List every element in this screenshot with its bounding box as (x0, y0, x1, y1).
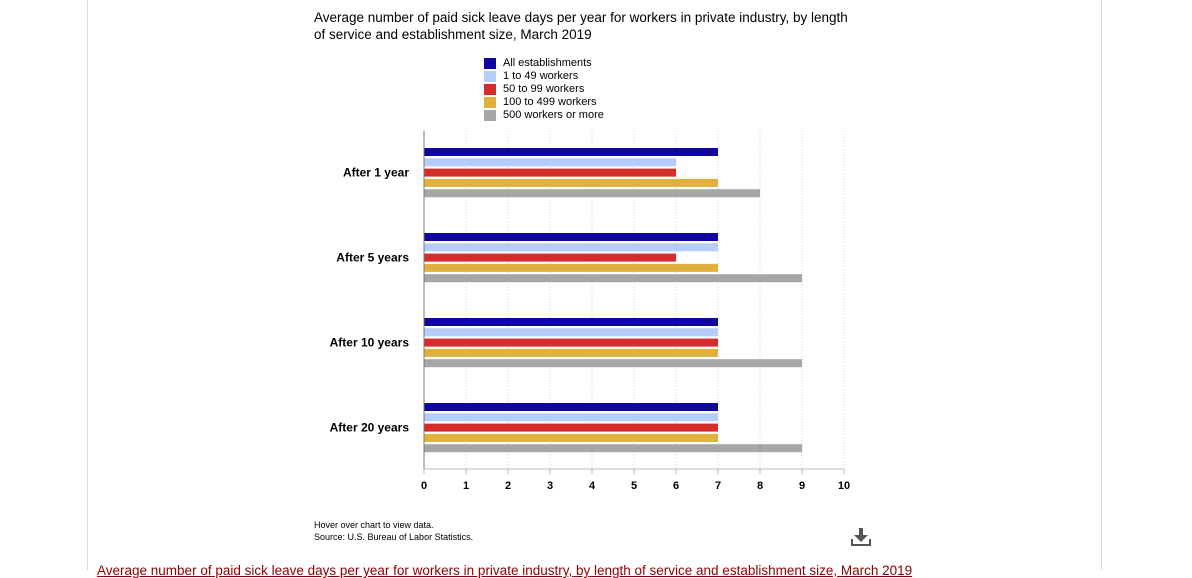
legend-swatch (484, 58, 496, 69)
x-tick-label: 4 (589, 480, 596, 492)
legend-swatch (484, 97, 496, 108)
legend-item[interactable]: 50 to 99 workers (484, 83, 604, 96)
content-border-left (87, 0, 88, 570)
bar[interactable] (424, 433, 718, 442)
x-tick-label: 9 (799, 480, 805, 492)
legend-label: 100 to 499 workers (503, 96, 597, 108)
category-label: After 20 years (330, 421, 410, 435)
source-note: Source: U.S. Bureau of Labor Statistics. (314, 532, 474, 542)
x-tick-label: 0 (421, 480, 427, 492)
bar[interactable] (424, 413, 718, 422)
x-tick-label: 10 (838, 480, 850, 492)
category-label: After 10 years (330, 336, 410, 350)
bar[interactable] (424, 253, 676, 262)
legend-swatch (484, 110, 496, 121)
download-icon (851, 528, 871, 546)
content-border-right (1101, 0, 1102, 570)
bar[interactable] (424, 318, 718, 326)
bar[interactable] (424, 189, 760, 198)
x-tick-label: 8 (757, 480, 763, 492)
x-tick-label: 5 (631, 480, 637, 492)
legend-swatch (484, 71, 496, 82)
legend-label: All establishments (503, 57, 592, 69)
chart-title: Average number of paid sick leave days p… (314, 10, 848, 42)
bar[interactable] (424, 423, 718, 432)
bar[interactable] (424, 338, 718, 347)
bar[interactable] (424, 444, 802, 453)
category-label: After 1 year (343, 166, 409, 180)
legend-swatch (484, 84, 496, 95)
bar[interactable] (424, 148, 718, 156)
x-tick-label: 6 (673, 480, 679, 492)
bar[interactable] (424, 263, 718, 272)
legend-label: 500 workers or more (503, 109, 604, 121)
chart-caption-link[interactable]: Average number of paid sick leave days p… (97, 563, 913, 578)
hover-hint: Hover over chart to view data. (314, 520, 434, 530)
bar[interactable] (424, 403, 718, 411)
legend-label: 1 to 49 workers (503, 70, 579, 82)
legend-item[interactable]: 100 to 499 workers (484, 96, 604, 109)
download-button[interactable] (849, 525, 873, 549)
bar[interactable] (424, 168, 676, 177)
chart-legend: All establishments 1 to 49 workers 50 to 9… (484, 57, 604, 122)
x-tick-label: 1 (463, 480, 469, 492)
legend-label: 50 to 99 workers (503, 83, 585, 95)
bar[interactable] (424, 158, 676, 167)
legend-item[interactable]: 500 workers or more (484, 109, 604, 122)
bar[interactable] (424, 348, 718, 357)
category-label: After 5 years (336, 251, 409, 265)
bar[interactable] (424, 243, 718, 252)
legend-item[interactable]: 1 to 49 workers (484, 70, 604, 83)
bar[interactable] (424, 359, 802, 368)
x-tick-label: 3 (547, 480, 553, 492)
bar[interactable] (424, 274, 802, 283)
bar[interactable] (424, 233, 718, 241)
x-tick-label: 2 (505, 480, 511, 492)
bar[interactable] (424, 328, 718, 337)
legend-item[interactable]: All establishments (484, 57, 604, 70)
x-tick-label: 7 (715, 480, 721, 492)
bar[interactable] (424, 178, 718, 187)
